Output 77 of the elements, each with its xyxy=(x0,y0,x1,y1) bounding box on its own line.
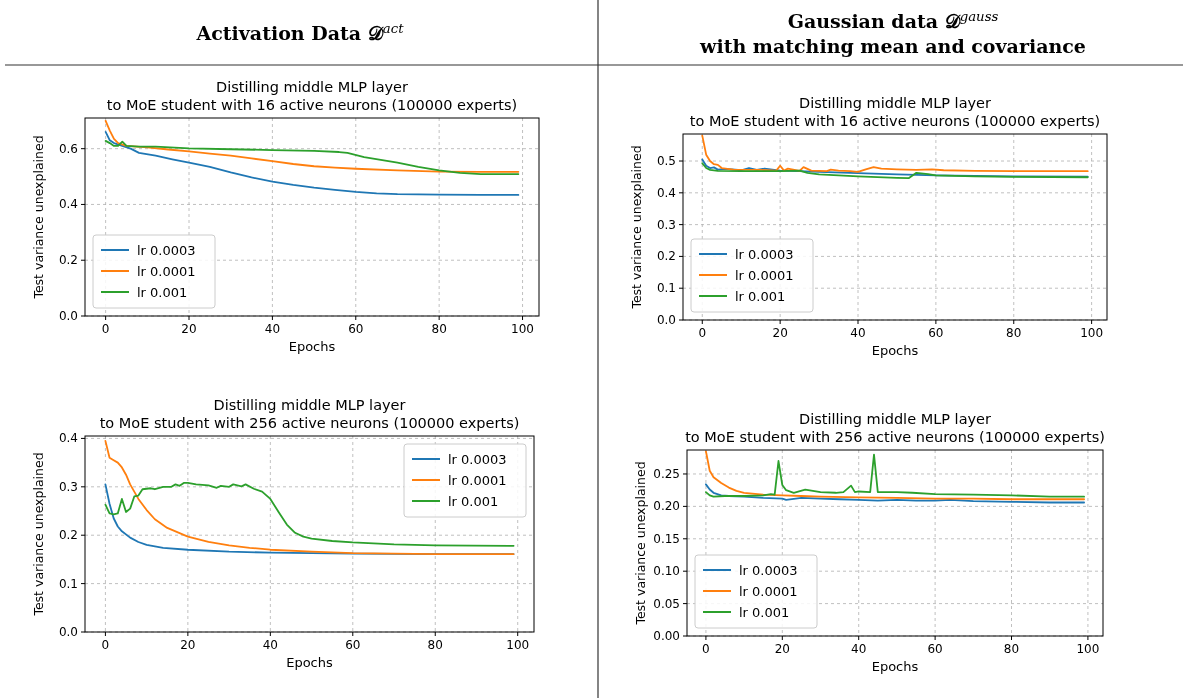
y-tick-label: 0.4 xyxy=(656,185,676,200)
y-axis-title: Test variance unexplained xyxy=(629,145,644,310)
line-series xyxy=(104,131,520,196)
legend-label: lr 0.001 xyxy=(448,494,499,509)
x-tick-label: 60 xyxy=(928,326,944,340)
x-axis-title: Epochs xyxy=(871,343,919,358)
legend-label: lr 0.0003 xyxy=(739,563,798,578)
legend-label: lr 0.0003 xyxy=(735,247,794,262)
y-tick-label: 0.20 xyxy=(653,499,680,514)
y-tick-label: 0.6 xyxy=(58,141,78,156)
x-tick-label: 40 xyxy=(264,322,281,336)
y-tick-label: 0.5 xyxy=(656,154,676,169)
y-tick-label: 0.2 xyxy=(58,528,78,543)
x-tick-label: 20 xyxy=(180,638,196,652)
x-axis-title: Epochs xyxy=(288,339,336,354)
x-tick-label: 0 xyxy=(698,326,707,340)
x-tick-label: 40 xyxy=(262,638,278,652)
x-tick-label: 60 xyxy=(348,322,364,336)
x-tick-label: 0 xyxy=(101,322,110,336)
chart-title: Distilling middle MLP layer to MoE student with 16 active neurons (100000 experts) xyxy=(689,95,1101,129)
line-series xyxy=(104,119,520,173)
x-axis-title: Epochs xyxy=(871,659,919,674)
y-tick-label: 0.3 xyxy=(58,479,78,494)
y-tick-label: 0.2 xyxy=(58,253,78,268)
y-tick-label: 0.25 xyxy=(653,466,680,481)
x-tick-label: 100 xyxy=(511,322,534,336)
legend-label: lr 0.0001 xyxy=(137,264,196,279)
legend-label: lr 0.001 xyxy=(137,285,188,300)
line-series xyxy=(705,483,1085,504)
y-tick-label: 0.4 xyxy=(58,197,78,212)
x-tick-label: 0 xyxy=(702,642,710,656)
legend-label: lr 0.0001 xyxy=(739,584,798,599)
y-axis-title: Test variance unexplained xyxy=(31,452,46,617)
chart-title: Distilling middle MLP layer to MoE student with 256 active neurons (100000 experts) xyxy=(685,411,1105,445)
y-tick-label: 0.0 xyxy=(58,625,78,639)
y-tick-label: 0.05 xyxy=(653,596,680,611)
x-tick-label: 20 xyxy=(181,322,197,336)
y-tick-label: 0.3 xyxy=(656,217,676,232)
line-series xyxy=(701,134,1089,173)
y-axis-title: Test variance unexplained xyxy=(31,135,46,300)
legend-label: lr 0.0003 xyxy=(448,452,507,467)
y-tick-label: 0.15 xyxy=(653,531,680,546)
y-tick-label: 0.4 xyxy=(58,431,78,446)
y-tick-label: 0.0 xyxy=(58,309,78,323)
chart-title: Distilling middle MLP layer to MoE student with 256 active neurons (100000 experts) xyxy=(99,397,520,431)
y-tick-label: 0.1 xyxy=(58,576,78,591)
x-axis-title: Epochs xyxy=(286,655,334,670)
y-tick-label: 0.10 xyxy=(653,564,680,579)
text: Activation Data 𝒟$^{act}$ xyxy=(195,20,405,44)
y-tick-label: 0.2 xyxy=(656,249,676,264)
x-tick-label: 100 xyxy=(1080,326,1104,340)
text: Gaussian data 𝒟$^{gauss}$ with matching mean and covariance xyxy=(699,8,1086,57)
y-tick-label: 0.0 xyxy=(656,313,676,327)
x-tick-label: 0 xyxy=(101,638,110,652)
x-tick-label: 40 xyxy=(851,642,867,656)
legend-label: lr 0.001 xyxy=(735,289,786,304)
x-tick-label: 60 xyxy=(345,638,361,652)
x-tick-label: 60 xyxy=(927,642,943,656)
x-tick-label: 40 xyxy=(850,326,866,340)
x-tick-label: 80 xyxy=(431,322,447,336)
x-tick-label: 20 xyxy=(774,642,790,656)
y-tick-label: 0.00 xyxy=(653,629,680,643)
x-tick-label: 80 xyxy=(1006,326,1022,340)
line-series xyxy=(104,439,515,555)
x-tick-label: 100 xyxy=(506,638,530,652)
x-tick-label: 20 xyxy=(772,326,788,340)
legend-label: lr 0.001 xyxy=(739,605,790,620)
x-tick-label: 80 xyxy=(427,638,443,652)
x-tick-label: 100 xyxy=(1076,642,1100,656)
y-axis-title: Test variance unexplained xyxy=(633,461,648,626)
legend-label: lr 0.0003 xyxy=(137,243,196,258)
legend-label: lr 0.0001 xyxy=(448,473,507,488)
y-tick-label: 0.1 xyxy=(656,281,676,296)
x-tick-label: 80 xyxy=(1003,642,1020,656)
legend-label: lr 0.0001 xyxy=(735,268,794,283)
line-series xyxy=(104,139,520,175)
chart-title: Distilling middle MLP layer to MoE student with 16 active neurons (100000 experts) xyxy=(106,79,518,113)
